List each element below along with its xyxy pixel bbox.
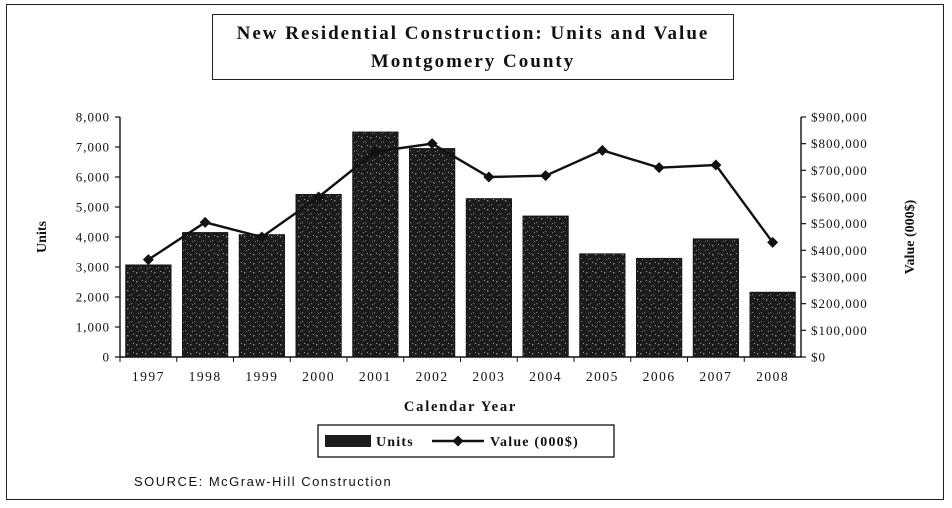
y-tick-label-left: 6,000 (76, 170, 110, 185)
bar-units (749, 291, 796, 358)
x-tick-label: 2007 (699, 369, 732, 384)
x-tick-label: 2003 (472, 369, 505, 384)
legend-marker-value (452, 435, 464, 447)
x-tick-label: 2001 (359, 369, 392, 384)
x-tick-label: 2008 (756, 369, 789, 384)
y-tick-label-left: 3,000 (76, 260, 110, 275)
source-note: SOURCE: McGraw-Hill Construction (134, 474, 393, 489)
value-line (147, 142, 774, 261)
legend-label-units: Units (376, 435, 414, 450)
y-tick-label-left: 0 (103, 350, 111, 365)
y-tick-label-right: $200,000 (811, 296, 868, 311)
y-tick-label-left: 2,000 (76, 290, 110, 305)
value-point (767, 236, 779, 248)
y-tick-label-left: 4,000 (76, 230, 110, 245)
value-point (142, 254, 154, 266)
chart-title: New Residential Construction: Units and … (236, 23, 710, 44)
bar-units (692, 238, 739, 358)
bar-units (579, 253, 626, 358)
value-point (540, 170, 552, 182)
value-point (653, 162, 665, 174)
value-point (596, 144, 608, 156)
legend-label-value: Value (000$) (490, 435, 579, 450)
x-tick-label: 2005 (586, 369, 619, 384)
bar-units (352, 131, 399, 358)
x-tick-label: 2002 (416, 369, 449, 384)
x-axis-title: Calendar Year (404, 399, 517, 415)
x-tick-label: 1998 (189, 369, 222, 384)
y-tick-label-right: $500,000 (811, 216, 868, 231)
x-tick-label: 1999 (245, 369, 278, 384)
value-point (426, 138, 438, 150)
value-point (313, 191, 325, 203)
chart-subtitle: Montgomery County (370, 51, 576, 72)
y-tick-label-left: 1,000 (76, 320, 110, 335)
y-tick-label-left: 8,000 (76, 110, 110, 125)
bar-units (522, 215, 569, 358)
y-tick-label-right: $300,000 (811, 270, 868, 285)
y-tick-label-right: $0 (811, 350, 826, 365)
bar-units (182, 232, 229, 358)
value-point (710, 159, 722, 171)
x-tick-label: 2006 (643, 369, 676, 384)
y-tick-label-right: $900,000 (811, 110, 868, 125)
legend-swatch-units (325, 435, 371, 447)
value-point (369, 146, 381, 158)
bar-units (295, 193, 342, 358)
y-tick-label-right: $400,000 (811, 243, 868, 258)
x-tick-label: 2004 (529, 369, 562, 384)
x-tick-label: 1997 (132, 369, 165, 384)
chart-title-box: New Residential Construction: Units and … (212, 14, 734, 80)
bar-units (409, 148, 456, 358)
y-tick-label-right: $700,000 (811, 163, 868, 178)
y-axis-title-left: Units (35, 221, 50, 253)
y-tick-label-left: 7,000 (76, 140, 110, 155)
y-tick-label-right: $100,000 (811, 323, 868, 338)
value-point (256, 231, 268, 243)
bar-units (125, 264, 172, 358)
y-tick-label-left: 5,000 (76, 200, 110, 215)
value-point (199, 216, 211, 228)
y-axis-title-right: Value (000$) (903, 199, 918, 274)
bar-units (465, 198, 512, 358)
y-tick-label-right: $600,000 (811, 190, 868, 205)
value-point (483, 171, 495, 183)
y-tick-label-right: $800,000 (811, 136, 868, 151)
bar-units (636, 257, 683, 358)
x-tick-label: 2000 (302, 369, 335, 384)
bar-units (238, 234, 285, 358)
